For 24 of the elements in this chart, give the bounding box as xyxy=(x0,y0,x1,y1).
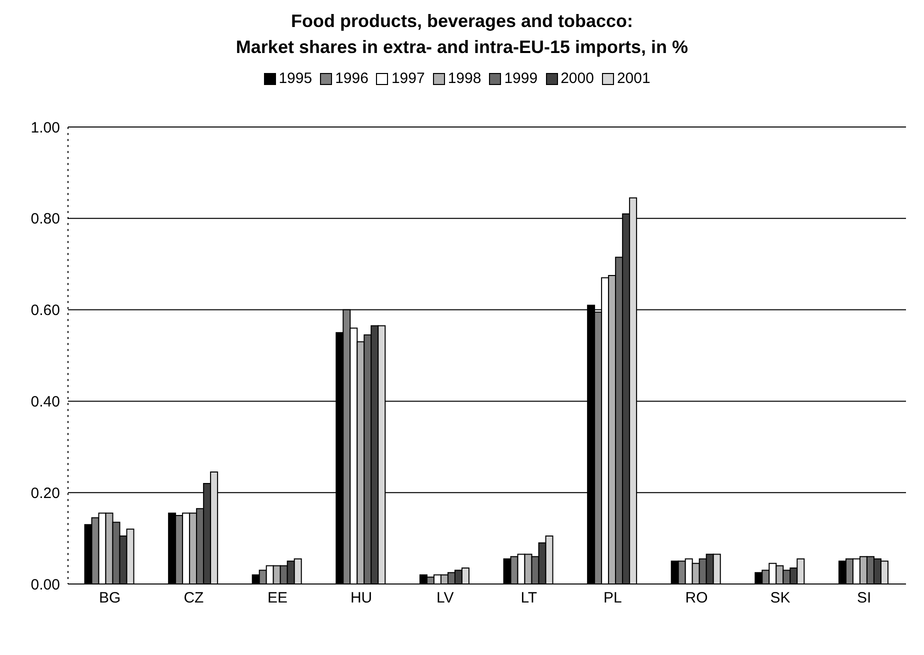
x-tick-label: LT xyxy=(520,590,538,607)
x-tick-label: EE xyxy=(267,590,288,607)
legend-label: 1999 xyxy=(504,70,538,87)
y-tick-label: 0.80 xyxy=(30,210,60,228)
x-tick-label: RO xyxy=(685,590,708,607)
x-tick-label: PL xyxy=(604,590,622,607)
y-tick-label: 0.00 xyxy=(30,576,60,594)
legend-label: 1997 xyxy=(391,70,425,87)
x-tick-label: SK xyxy=(770,590,790,607)
x-tick-label: LV xyxy=(436,590,454,607)
x-tick-label: BG xyxy=(99,590,121,607)
x-tick-label: SI xyxy=(857,590,872,607)
chart-title: Food products, beverages and tobacco: Market shares in extra- and intra-EU-15 imports, in % xyxy=(234,10,690,59)
y-tick-label: 0.60 xyxy=(30,302,60,320)
legend-label: 1996 xyxy=(335,70,368,87)
x-tick-label: CZ xyxy=(184,590,204,607)
x-tick-label: HU xyxy=(350,590,372,607)
legend-label: 2000 xyxy=(560,70,594,87)
legend-label: 1995 xyxy=(278,70,312,87)
legend-label: 2001 xyxy=(616,70,650,87)
legend-label: 1998 xyxy=(448,70,482,87)
y-tick-label: 1.00 xyxy=(30,119,60,136)
y-tick-label: 0.40 xyxy=(30,394,60,411)
y-tick-label: 0.20 xyxy=(30,484,60,502)
